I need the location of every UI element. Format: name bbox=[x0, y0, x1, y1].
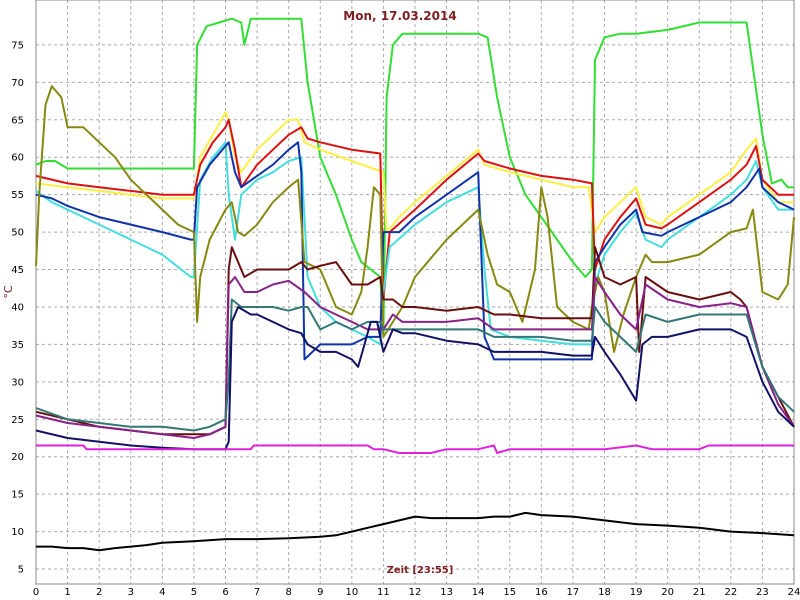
x-tick-label: 8 bbox=[285, 587, 291, 598]
x-tick-label: 12 bbox=[409, 587, 422, 598]
plot-border bbox=[35, 0, 795, 585]
y-tick-label: 5 bbox=[18, 565, 24, 576]
series-line-2 bbox=[35, 111, 794, 234]
series-line-6 bbox=[35, 85, 795, 353]
y-tick-label: 15 bbox=[11, 490, 24, 501]
y-tick-label: 25 bbox=[11, 415, 24, 426]
chart-title: Mon, 17.03.2014 bbox=[343, 9, 456, 23]
series-line-9 bbox=[35, 298, 795, 432]
x-tick-label: 15 bbox=[503, 587, 516, 598]
x-axis-label: Zeit [23:55] bbox=[387, 565, 454, 576]
series-line-8 bbox=[35, 276, 795, 439]
x-tick-label: 4 bbox=[159, 587, 165, 598]
x-tick-label: 20 bbox=[661, 587, 674, 598]
x-tick-label: 13 bbox=[440, 587, 453, 598]
grid-lines bbox=[35, 0, 795, 585]
x-tick-label: 18 bbox=[598, 587, 611, 598]
y-tick-label: 45 bbox=[11, 265, 24, 276]
series-line-12 bbox=[36, 511, 795, 552]
x-tick-label: 17 bbox=[567, 587, 580, 598]
x-tick-label: 6 bbox=[222, 587, 228, 598]
y-tick-label: 50 bbox=[11, 228, 24, 239]
x-tick-label: 7 bbox=[254, 587, 260, 598]
y-tick-label: 30 bbox=[11, 377, 24, 388]
x-tick-label: 16 bbox=[535, 587, 548, 598]
series-line-11 bbox=[36, 444, 794, 454]
x-tick-label: 0 bbox=[33, 587, 39, 598]
series-line-10 bbox=[35, 306, 795, 451]
x-tick-label: 10 bbox=[345, 587, 358, 598]
y-tick-label: 65 bbox=[11, 115, 24, 126]
y-tick-label: 10 bbox=[11, 527, 24, 538]
y-tick-label: 20 bbox=[11, 452, 24, 463]
y-tick-label: 35 bbox=[11, 340, 24, 351]
x-tick-labels: 0 1 2 3 4 5 6 7 8 9 10 11 12 13 14 15 16 17 18 19 20 21 22 23 24 bbox=[33, 587, 800, 598]
x-tick-label: 21 bbox=[693, 587, 706, 598]
series-line-3 bbox=[35, 118, 794, 301]
series-lines bbox=[35, 17, 795, 552]
x-tick-label: 23 bbox=[756, 587, 769, 598]
x-tick-label: 22 bbox=[724, 587, 737, 598]
x-tick-label: 5 bbox=[191, 587, 197, 598]
x-tick-label: 3 bbox=[128, 587, 134, 598]
x-tick-label: 2 bbox=[96, 587, 102, 598]
series-line-1 bbox=[35, 17, 794, 338]
x-tick-label: 11 bbox=[377, 587, 390, 598]
x-tick-label: 24 bbox=[788, 587, 800, 598]
y-tick-label: 70 bbox=[11, 78, 24, 89]
y-axis-label: °C bbox=[2, 285, 15, 299]
y-tick-label: 75 bbox=[11, 40, 24, 51]
y-tick-labels: 5 10 15 20 25 30 35 40 45 50 55 60 65 70 75 bbox=[11, 40, 24, 575]
y-tick-label: 40 bbox=[11, 302, 24, 313]
x-tick-label: 14 bbox=[472, 587, 485, 598]
y-tick-label: 55 bbox=[11, 190, 24, 201]
x-tick-label: 19 bbox=[630, 587, 643, 598]
y-tick-label: 60 bbox=[11, 153, 24, 164]
x-tick-label: 9 bbox=[317, 587, 323, 598]
x-tick-label: 1 bbox=[64, 587, 70, 598]
